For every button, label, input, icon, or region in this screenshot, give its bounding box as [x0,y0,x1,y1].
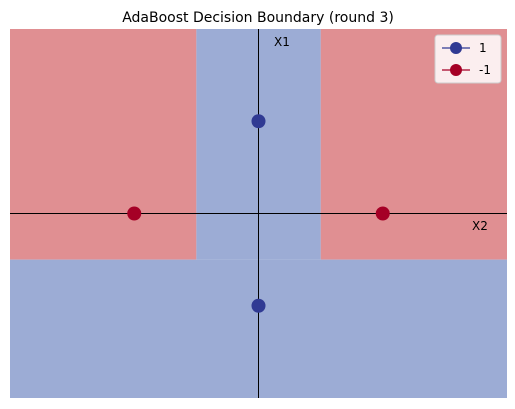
legend-label-neg: -1 [479,63,491,77]
legend-label-pos: 1 [479,41,487,55]
axes [10,29,507,398]
region-class-neg-0 [10,29,197,260]
point-class-neg-0 [127,206,142,221]
chart-title: AdaBoost Decision Boundary (round 3) [122,10,394,26]
y-axis-label: X1 [274,35,290,49]
x-axis-label: X2 [472,219,488,233]
legend-marker-neg [450,64,462,76]
point-class-pos-1 [251,298,266,313]
legend-box [434,34,502,84]
data-points [127,114,390,313]
point-class-pos-0 [251,114,266,129]
legend-marker-pos [450,42,462,54]
legend: 1 -1 [434,34,502,84]
point-class-neg-1 [375,206,390,221]
